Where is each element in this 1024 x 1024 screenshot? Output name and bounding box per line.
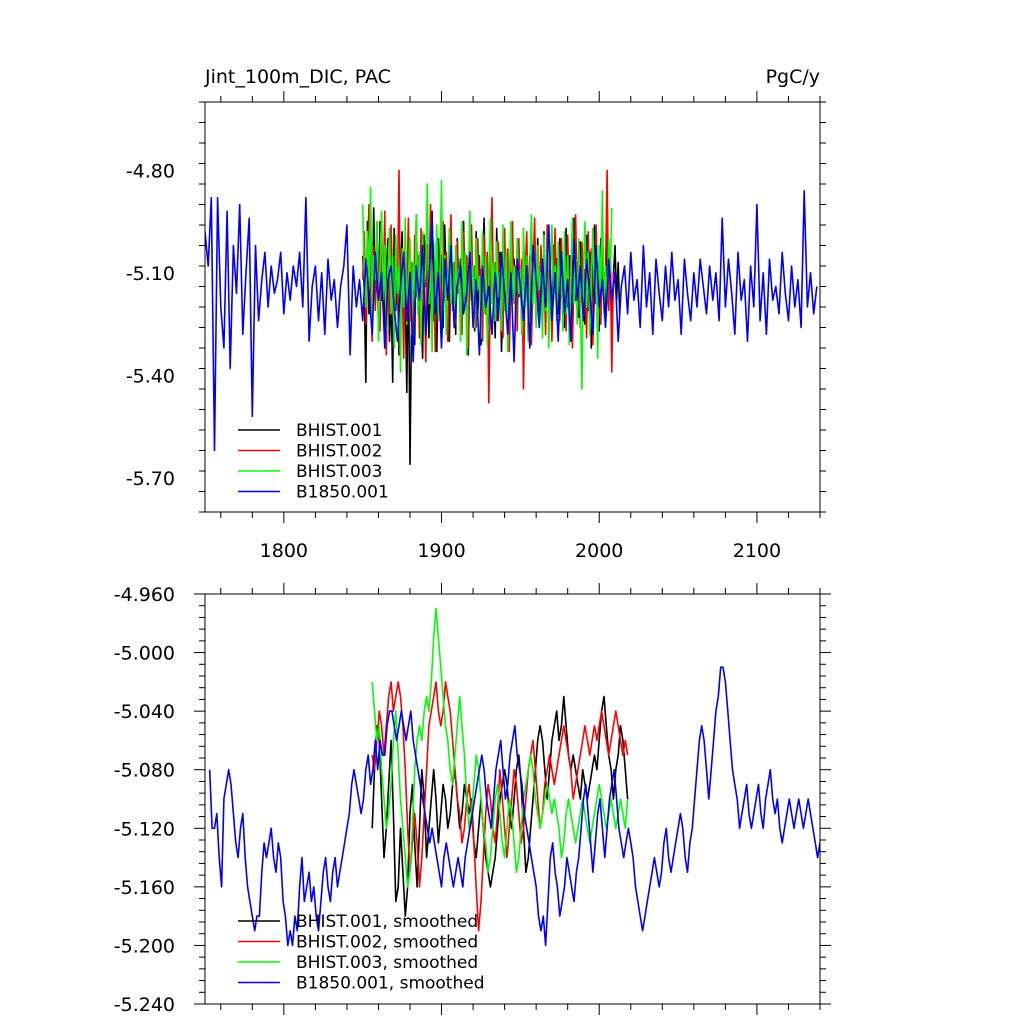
- legend-label: BHIST.003: [296, 462, 382, 482]
- y-tick-label: -5.40: [126, 365, 175, 387]
- y-tick-label: -5.200: [114, 935, 175, 957]
- y-tick-label: -4.960: [114, 584, 175, 606]
- legend-label: B1850.001, smoothed: [296, 974, 485, 994]
- legend-label: BHIST.001: [296, 421, 382, 441]
- plot-frame: [204, 593, 821, 1005]
- series-line-3: [371, 607, 629, 888]
- series-line-4: [205, 190, 818, 452]
- y-tick-label: -5.160: [114, 877, 175, 899]
- units-label: PgC/y: [766, 66, 820, 88]
- series-line-2: [371, 681, 629, 932]
- x-tick-label: 1800: [260, 540, 308, 562]
- chart-title: Jint_100m_DIC, PAC: [204, 66, 391, 88]
- legend-label: BHIST.001, smoothed: [296, 912, 478, 932]
- y-tick-label: -5.040: [114, 701, 175, 723]
- legend-label: BHIST.003, smoothed: [296, 953, 478, 973]
- y-tick-label: -5.10: [126, 263, 175, 285]
- series-group: [205, 169, 818, 465]
- legend-label: BHIST.002, smoothed: [296, 933, 478, 953]
- y-tick-label: -5.120: [114, 818, 175, 840]
- y-tick-label: -4.80: [126, 160, 175, 182]
- x-tick-label: 2100: [733, 540, 781, 562]
- series-group: [208, 607, 820, 947]
- y-tick-label: -5.000: [114, 643, 175, 665]
- bottom-panel: -4.960 -5.000 -5.040 -5.080 -5.120 -5.160 -5.2…: [114, 583, 831, 1016]
- x-tick-label: 1900: [417, 540, 465, 562]
- y-tick-label: -5.240: [114, 994, 175, 1016]
- series-line-4: [208, 666, 820, 947]
- y-tick-label: -5.70: [126, 468, 175, 490]
- x-tick-label: 2000: [575, 540, 623, 562]
- legend-label: B1850.001: [296, 483, 389, 503]
- y-tick-label: -5.080: [114, 760, 175, 782]
- legend-label: BHIST.002: [296, 442, 382, 462]
- top-panel: 1800 1900 2000 2100 -4.80 -5.10 -5.40 -5.70 BHIS…: [126, 91, 826, 562]
